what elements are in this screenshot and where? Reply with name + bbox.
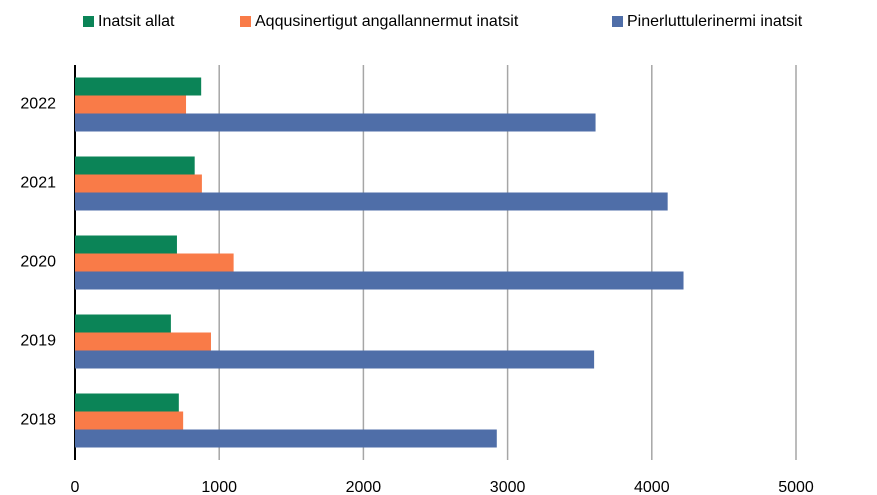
bar xyxy=(75,332,211,351)
x-tick-label: 1000 xyxy=(201,479,237,495)
y-tick-label: 2019 xyxy=(20,333,56,350)
bar xyxy=(75,95,187,114)
legend-label: Inatsit allat xyxy=(98,13,175,30)
bar xyxy=(75,156,195,175)
legend-swatch xyxy=(83,16,94,27)
x-tick-label: 0 xyxy=(71,479,80,495)
bar xyxy=(75,429,497,448)
bar xyxy=(75,314,171,333)
bar xyxy=(75,174,202,193)
x-tick-label: 3000 xyxy=(490,479,526,495)
bar xyxy=(75,411,184,430)
y-tick-label: 2018 xyxy=(20,412,56,429)
x-tick-label: 4000 xyxy=(634,479,670,495)
bar xyxy=(75,350,595,369)
y-tick-label: 2021 xyxy=(20,175,56,192)
bar xyxy=(75,253,234,272)
bar xyxy=(75,113,596,132)
legend-label: Aqqusinertigut angallannermut inatsit xyxy=(255,13,519,30)
legend-label: Pinerluttulerinermi inatsit xyxy=(627,13,803,30)
bar xyxy=(75,77,202,96)
bar xyxy=(75,235,177,254)
legend-swatch xyxy=(612,16,623,27)
bar xyxy=(75,271,684,290)
legend-swatch xyxy=(240,16,251,27)
bar xyxy=(75,192,668,211)
bar xyxy=(75,393,179,412)
x-tick-label: 5000 xyxy=(778,479,814,495)
x-tick-label: 2000 xyxy=(346,479,382,495)
y-tick-label: 2022 xyxy=(20,96,56,113)
y-tick-label: 2020 xyxy=(20,254,56,271)
